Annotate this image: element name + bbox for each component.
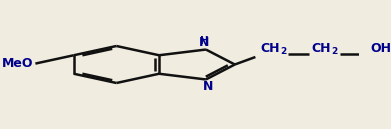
- Text: OH: OH: [371, 42, 391, 55]
- Text: CH: CH: [260, 42, 280, 55]
- Text: 2: 2: [332, 47, 338, 56]
- Text: 2: 2: [280, 47, 286, 56]
- Text: MeO: MeO: [2, 57, 34, 70]
- Text: N: N: [203, 80, 213, 93]
- Text: N: N: [199, 36, 210, 49]
- Text: H: H: [200, 36, 208, 46]
- Text: CH: CH: [312, 42, 331, 55]
